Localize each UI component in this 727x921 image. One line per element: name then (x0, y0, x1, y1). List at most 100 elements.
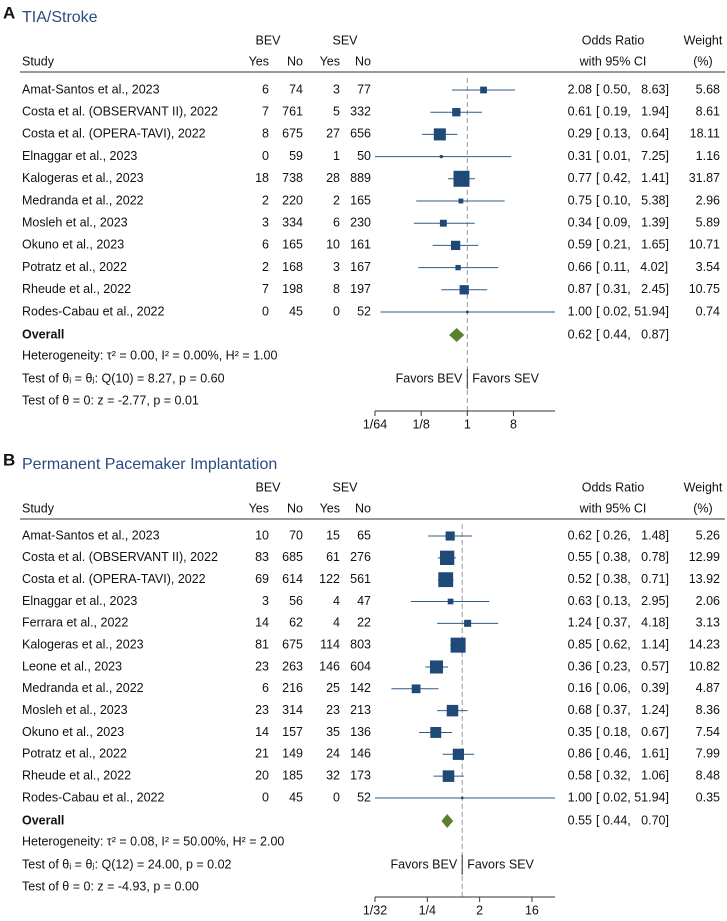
study-name: Leone et al., 2023 (22, 659, 122, 673)
study-name: Mosleh et al., 2023 (22, 215, 128, 229)
count: 15 (326, 528, 340, 542)
overall-label: Overall (22, 813, 64, 827)
study-name: Potratz et al., 2022 (22, 747, 127, 761)
effect-box (439, 219, 447, 227)
x-tick-label: 1 (464, 417, 471, 431)
count: 14 (255, 725, 269, 739)
study-name: Okuno et al., 2023 (22, 725, 124, 739)
count: 656 (350, 127, 371, 141)
effect-box (464, 619, 472, 627)
count: 61 (326, 550, 340, 564)
panel-label: B (3, 450, 15, 469)
weight: 3.54 (696, 260, 720, 274)
header: SEV (332, 33, 358, 47)
effect-box (459, 285, 469, 295)
count: 230 (350, 215, 371, 229)
count: 62 (289, 616, 303, 630)
count: 18 (255, 171, 269, 185)
weight: 8.61 (696, 104, 720, 118)
header: Weight (684, 33, 723, 47)
study-name: Potratz et al., 2022 (22, 260, 127, 274)
odds-ratio: 0.55 (568, 550, 592, 564)
overall-diamond (449, 328, 465, 342)
header: BEV (255, 33, 281, 47)
count: 146 (319, 659, 340, 673)
weight: 31.87 (689, 171, 720, 185)
weight: 1.16 (696, 149, 720, 163)
count: 24 (326, 747, 340, 761)
header: Yes (320, 54, 340, 68)
count: 185 (282, 768, 303, 782)
weight: 7.54 (696, 725, 720, 739)
count: 173 (350, 768, 371, 782)
header: Yes (249, 501, 269, 515)
ci-label: [ 0.37, 4.18] (596, 616, 669, 630)
study-name: Costa et al. (OBSERVANT II), 2022 (22, 550, 218, 564)
odds-ratio: 0.87 (568, 282, 592, 296)
study-name: Costa et al. (OBSERVANT II), 2022 (22, 104, 218, 118)
count: 0 (262, 304, 269, 318)
count: 738 (282, 171, 303, 185)
header: (%) (693, 54, 712, 68)
count: 114 (320, 637, 340, 651)
ci-label: [ 0.26, 1.48] (596, 528, 669, 542)
count: 65 (357, 528, 371, 542)
ci-label: [ 0.02, 51.94] (596, 304, 669, 318)
count: 32 (326, 768, 340, 782)
odds-ratio: 0.58 (568, 768, 592, 782)
header: SEV (332, 480, 358, 494)
effect-box (455, 264, 461, 271)
count: 69 (255, 572, 269, 586)
ci-label: [ 0.37, 1.24] (596, 703, 669, 717)
study-name: Medranda et al., 2022 (22, 193, 144, 207)
count: 761 (282, 104, 303, 118)
overall-diamond (441, 813, 454, 828)
study-name: Elnaggar et al., 2023 (22, 594, 137, 608)
odds-ratio: 0.86 (568, 747, 592, 761)
x-tick-label: 1/4 (419, 903, 436, 917)
x-tick-label: 1/32 (363, 903, 387, 917)
ci-label: [ 0.23, 0.57] (596, 659, 669, 673)
count: 161 (350, 238, 371, 252)
count: 614 (282, 572, 303, 586)
count: 7 (262, 104, 269, 118)
count: 216 (282, 681, 303, 695)
header: Study (22, 54, 55, 68)
count: 2 (333, 193, 340, 207)
effect-box (445, 531, 455, 541)
count: 23 (255, 659, 269, 673)
weight: 7.99 (696, 747, 720, 761)
count: 59 (289, 149, 303, 163)
count: 14 (255, 616, 269, 630)
chart-title: Permanent Pacemaker Implantation (22, 456, 277, 473)
count: 0 (262, 790, 269, 804)
ci-label: [ 0.01, 7.25] (596, 149, 669, 163)
effect-box (442, 770, 455, 782)
header: with 95% CI (579, 501, 647, 515)
count: 6 (333, 215, 340, 229)
odds-ratio: 0.66 (568, 260, 592, 274)
count: 675 (282, 637, 303, 651)
header: Odds Ratio (582, 33, 645, 47)
study-name: Costa et al. (OPERA-TAVI), 2022 (22, 127, 206, 141)
odds-ratio: 0.29 (568, 127, 592, 141)
effect-box (458, 198, 464, 204)
count: 332 (350, 104, 371, 118)
count: 167 (350, 260, 371, 274)
count: 35 (326, 725, 340, 739)
count: 74 (289, 82, 303, 96)
count: 675 (282, 127, 303, 141)
count: 56 (289, 594, 303, 608)
count: 2 (262, 260, 269, 274)
ci-label: [ 0.19, 1.94] (596, 104, 669, 118)
weight: 8.48 (696, 768, 720, 782)
ci-label: [ 0.44, 0.87] (596, 327, 669, 341)
effect-box (452, 748, 465, 760)
ci-label: [ 0.38, 0.78] (596, 550, 669, 564)
chart-title: TIA/Stroke (22, 9, 98, 26)
effect-box (411, 684, 421, 694)
weight: 5.89 (696, 215, 720, 229)
ci-label: [ 0.44, 0.70] (596, 813, 669, 827)
header: Odds Ratio (582, 480, 645, 494)
